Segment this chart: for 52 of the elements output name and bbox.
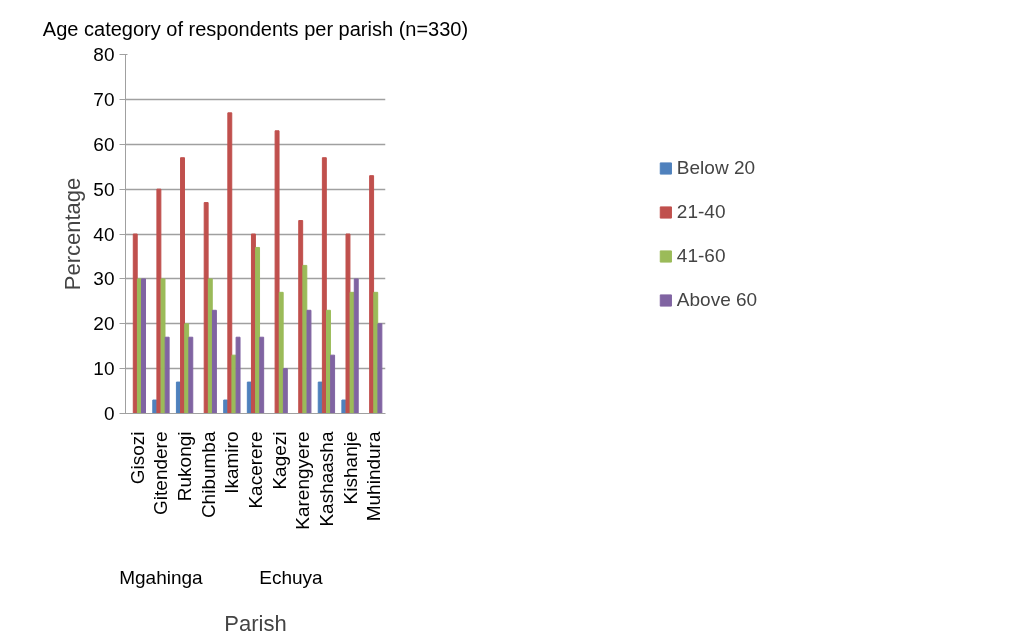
bar bbox=[141, 278, 146, 414]
bar bbox=[282, 368, 288, 414]
x-axis-title: Parish bbox=[224, 610, 287, 636]
y-tick-label: 30 bbox=[93, 268, 115, 290]
bar bbox=[160, 278, 166, 414]
y-tick-label: 60 bbox=[93, 133, 115, 155]
y-axis-title: Percentage bbox=[60, 177, 86, 291]
bar bbox=[180, 157, 185, 414]
bar bbox=[164, 336, 170, 414]
legend-label: Below 20 bbox=[676, 156, 756, 179]
chart-title: Age category of respondents per parish (n=330) bbox=[42, 17, 469, 40]
bar bbox=[259, 336, 265, 414]
legend-label: 21-40 bbox=[676, 200, 726, 223]
bar bbox=[227, 112, 233, 414]
x-tick-label: Ikamiro bbox=[221, 431, 243, 494]
bar bbox=[353, 278, 359, 414]
bar bbox=[330, 354, 336, 414]
bar bbox=[321, 157, 327, 414]
y-tick-label: 80 bbox=[93, 44, 115, 65]
bar bbox=[326, 309, 331, 414]
bar bbox=[377, 323, 383, 414]
x-tick-label: Gitendere bbox=[150, 431, 172, 515]
bar bbox=[188, 336, 194, 414]
bar bbox=[274, 130, 280, 414]
y-tick-label: 70 bbox=[93, 88, 115, 110]
legend-label: Above 60 bbox=[676, 288, 758, 311]
x-tick-label: Muhindura bbox=[363, 431, 385, 522]
bar bbox=[306, 309, 312, 414]
bar bbox=[278, 291, 284, 414]
bar bbox=[156, 188, 162, 414]
bar bbox=[211, 309, 217, 414]
legend-label: 41-60 bbox=[676, 244, 726, 267]
x-tick-label: Kashaasha bbox=[315, 431, 337, 527]
x-tick-label: Rukongi bbox=[174, 431, 196, 502]
y-tick-label: 20 bbox=[93, 313, 115, 335]
bar bbox=[235, 336, 241, 414]
y-tick-label: 50 bbox=[93, 178, 115, 200]
x-tick-label: Gisozi bbox=[126, 431, 148, 485]
x-tick-label: Chibumba bbox=[197, 431, 219, 519]
text: Mgahinga bbox=[119, 566, 204, 588]
text: Echuya bbox=[259, 566, 324, 588]
y-tick-label: 0 bbox=[103, 403, 115, 424]
y-tick-label: 40 bbox=[93, 223, 115, 245]
x-tick-label: Karengyere bbox=[292, 431, 314, 530]
bar bbox=[345, 233, 351, 414]
x-tick-label: Kishanje bbox=[339, 431, 361, 505]
bar bbox=[255, 246, 261, 414]
x-tick-label: Kacerere bbox=[245, 431, 266, 509]
bar bbox=[349, 291, 355, 414]
bar bbox=[369, 175, 375, 414]
x-tick-label: Kagezi bbox=[268, 431, 290, 490]
y-tick-label: 10 bbox=[93, 358, 115, 380]
